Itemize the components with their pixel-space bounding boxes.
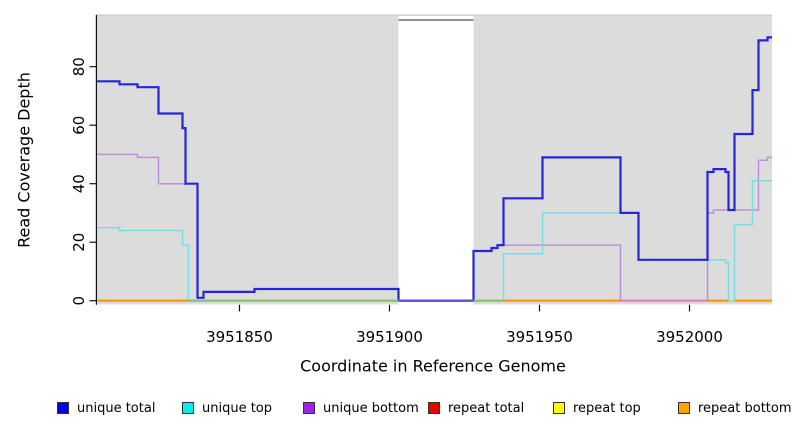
x-axis-label: Coordinate in Reference Genome: [300, 356, 566, 376]
legend-item-unique-top: unique top: [182, 400, 273, 416]
legend-swatch-icon: [553, 402, 565, 414]
legend-item-repeat-bottom: repeat bottom: [678, 400, 792, 416]
y-tick-label: 80: [70, 57, 88, 76]
shaded-region: [473, 16, 772, 305]
legend-swatch-icon: [428, 402, 440, 414]
x-tick-label: 3951950: [506, 328, 573, 346]
legend-item-repeat-top: repeat top: [553, 400, 641, 416]
legend-swatch-icon: [57, 402, 69, 414]
legend-swatch-icon: [182, 402, 194, 414]
legend-swatch-icon: [678, 402, 690, 414]
legend-label: unique bottom: [323, 400, 419, 416]
legend-label: repeat total: [448, 400, 525, 416]
y-tick-label: 0: [70, 296, 88, 306]
series-line-unique-total: [97, 36, 772, 302]
y-axis-label: Read Coverage Depth: [14, 72, 34, 248]
y-tick-label: 20: [70, 233, 88, 252]
x-tick-label: 3951900: [356, 328, 423, 346]
x-tick-label: 3951850: [206, 328, 273, 346]
x-tick-label: 3952000: [656, 328, 723, 346]
legend-item-unique-bottom: unique bottom: [303, 400, 419, 416]
legend-label: unique top: [202, 400, 273, 416]
series-line-unique-top: [97, 180, 772, 302]
legend-label: repeat top: [573, 400, 641, 416]
legend-swatch-icon: [303, 402, 315, 414]
shaded-region: [97, 16, 399, 305]
legend-item-repeat-total: repeat total: [428, 400, 525, 416]
y-tick-label: 60: [70, 116, 88, 135]
y-tick-label: 40: [70, 174, 88, 193]
legend-item-unique-total: unique total: [57, 400, 156, 416]
legend-label: unique total: [77, 400, 156, 416]
legend-label: repeat bottom: [698, 400, 792, 416]
